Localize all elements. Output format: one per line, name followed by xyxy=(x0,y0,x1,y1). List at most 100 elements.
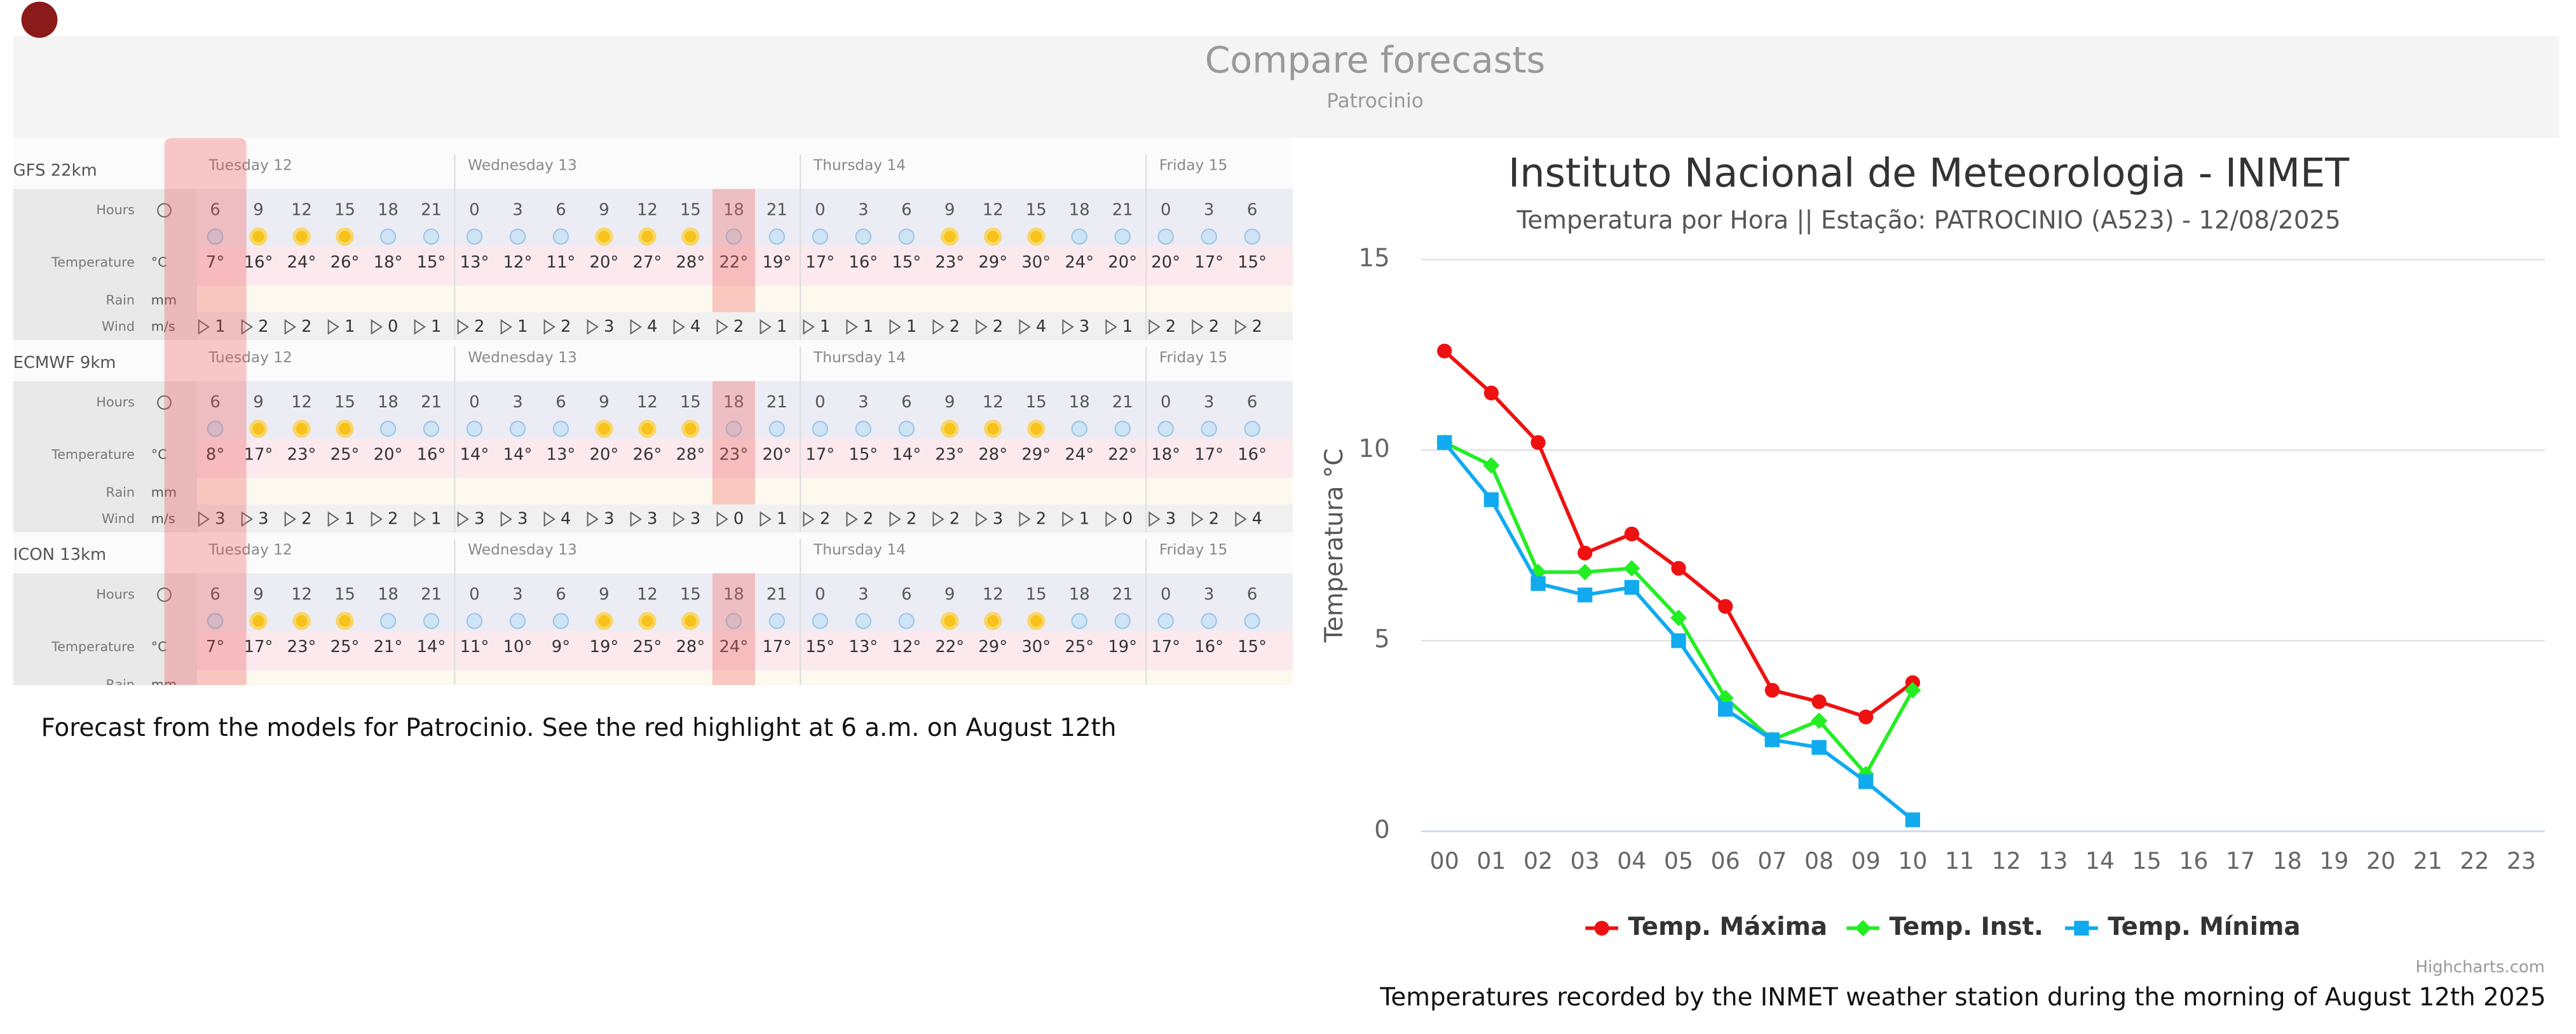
day-label: Thursday 14 xyxy=(813,541,906,558)
marker xyxy=(1904,682,1921,699)
wind-arrow xyxy=(760,319,772,335)
temperature: 16° xyxy=(848,253,878,272)
x-tick-label: 15 xyxy=(2132,847,2162,874)
moon-icon xyxy=(423,421,440,437)
row-label: Wind xyxy=(102,318,135,334)
row-label: Temperature xyxy=(51,255,135,270)
label-column xyxy=(13,189,198,341)
hour: 15 xyxy=(680,200,701,219)
moon-icon xyxy=(1157,421,1174,437)
moon-icon xyxy=(379,613,397,629)
sun-icon xyxy=(681,419,700,438)
temperature: 22° xyxy=(935,637,964,656)
hour: 9 xyxy=(599,200,609,219)
marker xyxy=(1905,812,1921,827)
row-label: Hours xyxy=(96,587,135,602)
wind-arrow xyxy=(1019,319,1031,335)
temperature: 29° xyxy=(1021,446,1051,465)
wind-arrow xyxy=(803,319,815,335)
wind-arrow xyxy=(327,511,340,527)
temperature: 10° xyxy=(503,637,533,656)
wind-arrow xyxy=(630,511,642,527)
wind: 4 xyxy=(1252,509,1262,528)
marker xyxy=(1530,435,1546,450)
moon-icon xyxy=(812,613,829,629)
temperature: 12° xyxy=(892,637,921,656)
wind-arrow xyxy=(1062,319,1074,335)
hour: 15 xyxy=(1026,200,1047,219)
temperature: 29° xyxy=(978,253,1007,272)
moon-icon xyxy=(552,613,569,629)
moon-icon xyxy=(768,421,786,437)
wind: 2 xyxy=(906,509,917,528)
day-label: Friday 15 xyxy=(1159,349,1227,366)
wind-arrow xyxy=(414,319,426,335)
temperature: 11° xyxy=(460,637,489,656)
wind-arrow xyxy=(630,319,642,335)
wind-arrow xyxy=(1148,511,1161,527)
wind: 0 xyxy=(733,509,744,528)
hour: 9 xyxy=(944,200,955,219)
row-label: Rain xyxy=(106,292,135,308)
x-tick-label: 11 xyxy=(1945,847,1974,874)
hour: 21 xyxy=(1112,200,1133,219)
wind-arrow xyxy=(673,511,685,527)
day-label: Wednesday 13 xyxy=(468,157,577,174)
temperature: 24° xyxy=(1065,446,1094,465)
row-label: Rain xyxy=(106,485,135,500)
highlight-box xyxy=(712,189,755,313)
rain-row-bg xyxy=(197,478,1293,505)
sun-icon xyxy=(249,228,268,246)
wind: 3 xyxy=(258,509,268,528)
temperature: 20° xyxy=(374,446,403,465)
wind-arrow xyxy=(500,511,513,527)
moon-icon xyxy=(552,228,569,245)
wind: 3 xyxy=(690,509,700,528)
moon-icon xyxy=(1114,421,1131,437)
wind: 2 xyxy=(474,317,484,336)
x-tick-label: 09 xyxy=(1851,847,1881,874)
x-tick-label: 02 xyxy=(1523,847,1553,874)
sun-icon xyxy=(595,419,613,438)
marker xyxy=(1623,560,1640,577)
sun-icon xyxy=(336,419,354,438)
wind: 4 xyxy=(561,509,571,528)
temperature: 24° xyxy=(1065,253,1094,272)
temperature: 29° xyxy=(978,637,1007,656)
wind: 2 xyxy=(301,509,311,528)
moon-icon xyxy=(1157,228,1174,245)
wind-arrow xyxy=(327,319,340,335)
marker xyxy=(1671,561,1686,576)
hour: 15 xyxy=(680,585,701,604)
hour: 0 xyxy=(1161,200,1171,219)
moon-icon xyxy=(509,228,526,245)
wind-arrow xyxy=(976,319,988,335)
hour: 21 xyxy=(421,393,442,412)
x-tick-label: 01 xyxy=(1476,847,1506,874)
temperature: 17° xyxy=(244,637,273,656)
temperature: 15° xyxy=(1237,253,1267,272)
wind-arrow xyxy=(1192,511,1204,527)
hour: 6 xyxy=(1247,393,1257,412)
moon-icon xyxy=(509,613,526,629)
y-tick-label: 5 xyxy=(1374,625,1390,654)
hour: 9 xyxy=(253,585,263,604)
moon-icon xyxy=(1201,228,1217,245)
x-tick-label: 21 xyxy=(2413,847,2443,874)
model-name: ECMWF 9km xyxy=(13,353,116,372)
row-unit: mm xyxy=(151,677,177,692)
marker xyxy=(1578,545,1593,561)
wind: 2 xyxy=(1209,509,1219,528)
marker xyxy=(1483,457,1500,474)
hour: 9 xyxy=(599,393,609,412)
hour: 6 xyxy=(210,585,220,604)
wind: 3 xyxy=(604,317,614,336)
sun-icon xyxy=(984,419,1002,438)
wind: 1 xyxy=(906,317,917,336)
clock-icon xyxy=(157,395,172,410)
x-tick-label: 23 xyxy=(2507,847,2536,874)
moon-icon xyxy=(423,228,440,245)
temperature: 20° xyxy=(762,446,791,465)
moon-icon xyxy=(1157,613,1174,629)
